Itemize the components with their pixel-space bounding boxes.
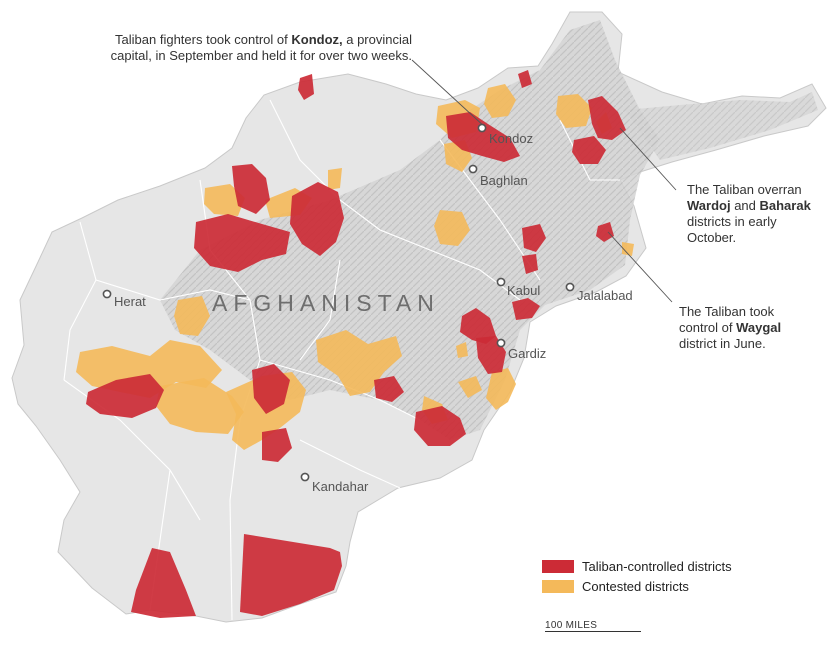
city-marker-kabul: [496, 277, 506, 287]
annotation-waygal-text: control of: [679, 320, 737, 335]
annotation-wardoj-line3: districts in early: [687, 214, 777, 229]
annotation-kondoz-bold: Kondoz,: [291, 32, 343, 47]
city-label-kandahar: Kandahar: [312, 479, 369, 494]
city-label-baghlan: Baghlan: [480, 173, 528, 188]
annotation-wardoj-line1: The Taliban overran: [687, 182, 802, 197]
scale-bar: [545, 631, 641, 632]
country-label: AFGHANISTAN: [212, 290, 440, 316]
city-marker-gardiz: [496, 338, 506, 348]
city-marker-kondoz: [477, 123, 487, 133]
legend-row-contested: Contested districts: [542, 576, 732, 596]
taliban-districts: [86, 70, 626, 618]
annotation-wardoj: The Taliban overran Wardoj and Baharak d…: [687, 182, 811, 246]
city-marker-kandahar: [300, 472, 310, 482]
mountain-relief: [160, 20, 660, 440]
annotation-kondoz-line2: capital, in September and held it for ov…: [110, 48, 412, 63]
legend: Taliban-controlled districts Contested d…: [542, 556, 732, 596]
city-marker-jalalabad: [565, 282, 575, 292]
annotation-kondoz-text: Taliban fighters took control of: [115, 32, 292, 47]
city-label-kondoz: Kondoz: [489, 131, 533, 146]
city-label-kabul: Kabul: [507, 283, 540, 298]
annotation-wardoj-bold: Baharak: [759, 198, 811, 213]
legend-row-taliban: Taliban-controlled districts: [542, 556, 732, 576]
legend-label-contested: Contested districts: [582, 578, 689, 594]
annotation-waygal: The Taliban took control of Waygal distr…: [679, 304, 781, 352]
city-label-herat: Herat: [114, 294, 146, 309]
city-label-jalalabad: Jalalabad: [577, 288, 633, 303]
annotation-waygal-bold: Waygal: [736, 320, 782, 335]
legend-label-taliban: Taliban-controlled districts: [582, 558, 732, 574]
annotation-leaders: [411, 59, 677, 303]
city-label-gardiz: Gardiz: [508, 346, 546, 361]
wakhan-relief: [625, 92, 818, 160]
annotation-waygal-line3: district in June.: [679, 336, 766, 351]
legend-swatch-taliban: [542, 559, 574, 573]
annotation-waygal-line1: The Taliban took: [679, 304, 775, 319]
scale-label: 100 MILES: [545, 620, 598, 631]
legend-swatch-contested: [542, 579, 574, 593]
city-marker-herat: [102, 289, 112, 299]
city-markers: [102, 123, 575, 482]
annotation-wardoj-bold: Wardoj: [687, 198, 731, 213]
annotation-wardoj-text: and: [730, 198, 760, 213]
city-marker-baghlan: [468, 164, 478, 174]
annotation-wardoj-line4: October.: [687, 230, 737, 245]
annotation-kondoz: Taliban fighters took control of Kondoz,…: [62, 32, 412, 64]
annotation-kondoz-text: a provincial: [342, 32, 412, 47]
